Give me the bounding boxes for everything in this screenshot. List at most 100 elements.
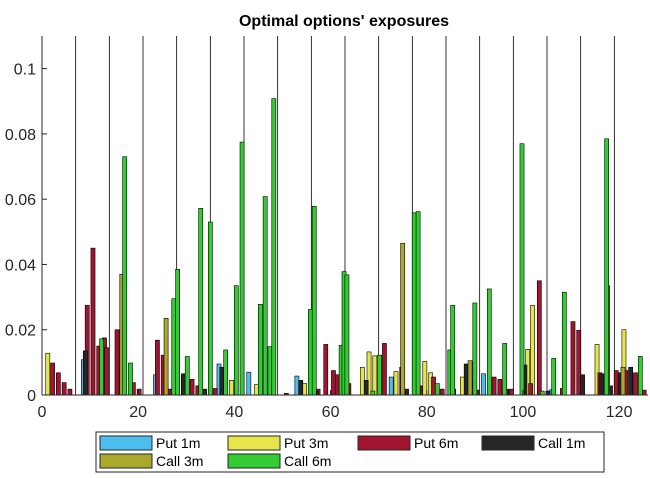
- legend: Put 1m Put 3m Put 6m Call 1m Call 3m Call 6m: [95, 431, 605, 473]
- bar-put-3m: [422, 361, 428, 396]
- bar-put-6m: [431, 376, 436, 396]
- bar-put-6m: [114, 329, 120, 396]
- bar-put-6m: [189, 379, 195, 396]
- bar-call-3m: [400, 242, 406, 396]
- bar-call-6m: [370, 390, 376, 396]
- bar-call-1m: [545, 390, 551, 396]
- bar-call-6m: [539, 390, 545, 396]
- bar-call-6m: [262, 196, 268, 396]
- bar-call-6m: [184, 356, 190, 396]
- bar-put-1m: [481, 373, 486, 396]
- bar-call-6m: [377, 354, 382, 396]
- grid-lines: [42, 36, 648, 395]
- bar-put-1m: [388, 376, 394, 396]
- bar-call-1m: [298, 380, 304, 396]
- legend-swatch-put-3m: [227, 435, 281, 451]
- y-tick-label: 0.1: [14, 62, 36, 79]
- chart-title: Optimal options' exposures: [239, 13, 449, 30]
- bar-call-6m: [239, 141, 245, 396]
- bar-call-6m: [450, 304, 456, 396]
- legend-label-put-6m: Put 6m: [414, 435, 458, 451]
- bar-call-6m: [561, 291, 567, 396]
- x-tick-label: 80: [418, 404, 436, 421]
- bar-call-1m: [628, 366, 634, 396]
- bar-call-1m: [404, 388, 409, 396]
- bar-put-3m: [45, 352, 51, 396]
- legend-label-call-1m: Call 1m: [538, 435, 585, 451]
- x-tick-label: 40: [225, 404, 243, 421]
- bar-put-6m: [56, 372, 61, 396]
- bar-put-6m: [528, 383, 533, 396]
- bar-put-6m: [576, 330, 582, 396]
- bar-put-6m: [334, 374, 340, 396]
- bar-call-6m: [411, 212, 417, 396]
- bar-call-6m: [233, 285, 239, 396]
- bar-call-6m: [486, 288, 492, 396]
- bar-put-6m: [155, 339, 160, 396]
- x-tick-label: 60: [322, 404, 340, 421]
- x-tick-label: 120: [606, 404, 633, 421]
- bar-call-6m: [122, 156, 128, 396]
- bar-call-6m: [637, 356, 643, 396]
- bar-put-6m: [570, 321, 576, 396]
- y-tick-label: 0.08: [5, 127, 36, 144]
- bar-put-6m: [90, 247, 96, 396]
- bar-put-6m: [323, 344, 329, 396]
- legend-swatch-put-1m: [99, 435, 153, 451]
- legend-swatch-call-1m: [481, 435, 535, 451]
- legend-swatch-call-3m: [99, 453, 153, 469]
- bar-call-6m: [604, 138, 609, 396]
- bar-call-6m: [207, 221, 213, 396]
- bar-call-6m: [271, 98, 277, 396]
- bar-call-1m: [599, 373, 605, 396]
- bar-call-6m: [415, 211, 421, 396]
- x-tick-label: 100: [510, 404, 537, 421]
- bar-call-6m: [519, 143, 525, 396]
- bar-call-1m: [219, 366, 225, 396]
- bar-put-3m: [302, 383, 307, 396]
- bar-put-6m: [61, 382, 67, 396]
- bar-put-6m: [641, 389, 647, 396]
- bar-put-1m: [294, 375, 300, 396]
- bar-call-1m: [463, 363, 469, 396]
- bar-put-3m: [372, 355, 378, 396]
- bar-call-6m: [434, 383, 440, 396]
- bar-call-6m: [267, 346, 273, 396]
- bar-put-6m: [497, 379, 503, 396]
- bar-call-1m: [82, 350, 88, 396]
- bar-call-6m: [258, 303, 263, 396]
- bar-put-6m: [491, 376, 497, 396]
- legend-label-call-6m: Call 6m: [284, 453, 331, 469]
- bar-put-6m: [633, 372, 638, 396]
- bar-put-6m: [509, 388, 514, 396]
- bar-put-6m: [212, 388, 218, 396]
- bar-call-3m: [163, 317, 169, 396]
- bar-put-6m: [382, 343, 387, 396]
- x-tick-label: 0: [38, 404, 47, 421]
- bar-call-6m: [223, 349, 229, 396]
- bar-put-6m: [613, 370, 619, 396]
- x-tick-label: 20: [129, 404, 147, 421]
- bar-put-3m: [393, 371, 399, 396]
- bar-call-6m: [171, 298, 177, 396]
- bar-put-1m: [246, 371, 252, 396]
- bar-put-3m: [359, 366, 365, 396]
- bar-put-3m: [530, 304, 535, 396]
- bar-call-6m: [344, 274, 350, 396]
- bar-call-6m: [551, 358, 557, 396]
- bar-call-3m: [467, 360, 473, 396]
- bar-put-6m: [50, 362, 55, 396]
- y-tick-label: 0.02: [5, 323, 36, 340]
- bar-put-3m: [229, 380, 234, 396]
- bar-call-6m: [472, 302, 478, 396]
- bar-call-6m: [128, 362, 133, 396]
- legend-label-put-3m: Put 3m: [284, 435, 328, 451]
- bar-put-6m: [331, 370, 336, 396]
- bar-call-6m: [198, 208, 204, 396]
- bar-call-6m: [502, 343, 508, 396]
- y-tick-label: 0: [27, 388, 36, 405]
- bar-put-3m: [460, 376, 465, 396]
- axes: 0 0.02 0.04 0.06 0.08 0.1 0 20 40 60 80 100 120: [5, 36, 648, 421]
- legend-swatch-call-6m: [227, 453, 281, 469]
